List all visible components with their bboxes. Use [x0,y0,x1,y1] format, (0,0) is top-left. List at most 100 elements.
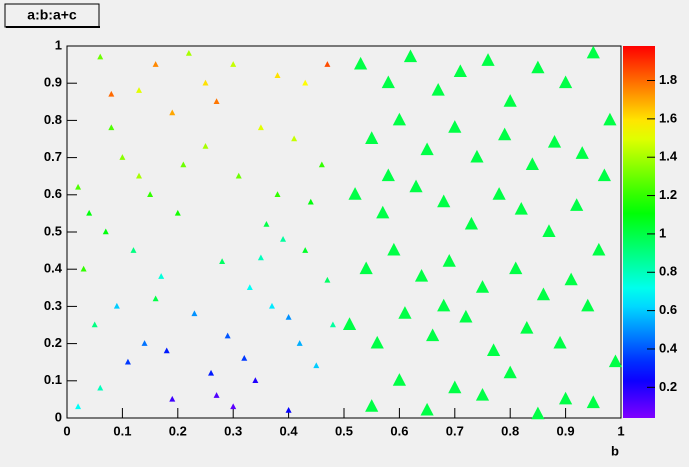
point [136,87,143,93]
x-tick-label: 0.7 [446,423,464,438]
point [119,154,126,160]
point [97,53,104,60]
y-tick-label: 0.4 [44,261,63,276]
point [586,395,600,409]
point [130,247,137,253]
point [570,198,584,211]
point [603,112,617,126]
point [307,198,314,205]
point [564,272,578,286]
point [246,284,253,291]
x-tick-label: 0.5 [335,423,353,438]
point [542,224,556,237]
y-tick-label: 0.7 [44,149,62,164]
point [152,61,159,67]
point [185,49,192,56]
point [108,90,115,97]
point [75,403,82,410]
point [475,387,490,401]
point [219,258,226,265]
z-tick-label: 1.2 [659,187,677,202]
z-tick-label: 1 [659,225,666,240]
z-tick-label: 0.2 [659,379,677,394]
point [492,187,506,200]
point [448,120,462,133]
point [403,49,418,63]
x-tick-label: 0.8 [501,423,519,438]
point [475,280,490,293]
point [263,221,270,227]
y-tick-label: 0.1 [44,372,62,387]
point [342,317,357,330]
z-tick-label: 1.4 [659,149,678,164]
point [230,403,237,410]
point [536,287,551,301]
point [509,261,523,275]
y-tick-label: 0.8 [44,112,62,127]
point [547,135,562,148]
x-tick-label: 0.9 [557,423,575,438]
x-tick-label: 0.3 [224,423,242,438]
point [581,298,595,312]
point [75,183,82,190]
x-axis-label: b [611,443,619,458]
point [376,205,390,219]
point [420,142,434,156]
point [257,124,264,131]
point [520,321,534,334]
point [448,380,462,394]
point [191,310,198,317]
point [453,64,467,77]
point [420,402,434,416]
point [235,172,242,179]
point [531,406,545,420]
point [202,142,209,149]
point [470,149,484,163]
title-shadow [6,26,100,28]
point [348,187,362,200]
point [302,247,309,253]
y-tick-label: 0.9 [44,75,62,90]
point [136,172,143,179]
point [459,309,473,323]
point [163,347,170,354]
point [224,332,231,339]
point [503,365,517,379]
point [365,399,379,412]
point [169,109,176,116]
point [296,340,303,346]
x-tick-label: 0.1 [113,423,131,438]
point [414,268,429,282]
point [313,362,320,369]
z-tick-label: 0.4 [659,340,678,355]
point [597,168,611,182]
chart-title: a:b:a+c [27,7,77,23]
point [586,45,600,59]
point [559,75,573,89]
point [141,340,148,346]
point [354,56,368,70]
x-tick-label: 0.4 [280,423,299,438]
point [324,61,331,67]
point [202,79,209,86]
point [426,328,440,342]
y-tick-label: 0 [55,409,62,424]
point [359,261,373,275]
point [213,392,220,398]
x-tick-label: 0.6 [390,423,408,438]
point [431,82,445,96]
y-tick-label: 0.6 [44,186,62,201]
point [274,191,281,198]
x-tick-label: 1 [617,423,624,438]
point [252,377,259,384]
y-tick-label: 0.3 [44,298,62,313]
point [102,228,109,235]
point [285,314,292,320]
point [437,298,451,312]
point [80,265,87,272]
point [464,216,479,230]
x-tick-label: 0.2 [169,423,187,438]
y-tick-label: 0.5 [44,223,62,238]
point [553,335,567,349]
